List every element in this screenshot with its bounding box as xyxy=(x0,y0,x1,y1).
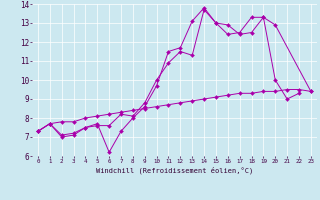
X-axis label: Windchill (Refroidissement éolien,°C): Windchill (Refroidissement éolien,°C) xyxy=(96,167,253,174)
